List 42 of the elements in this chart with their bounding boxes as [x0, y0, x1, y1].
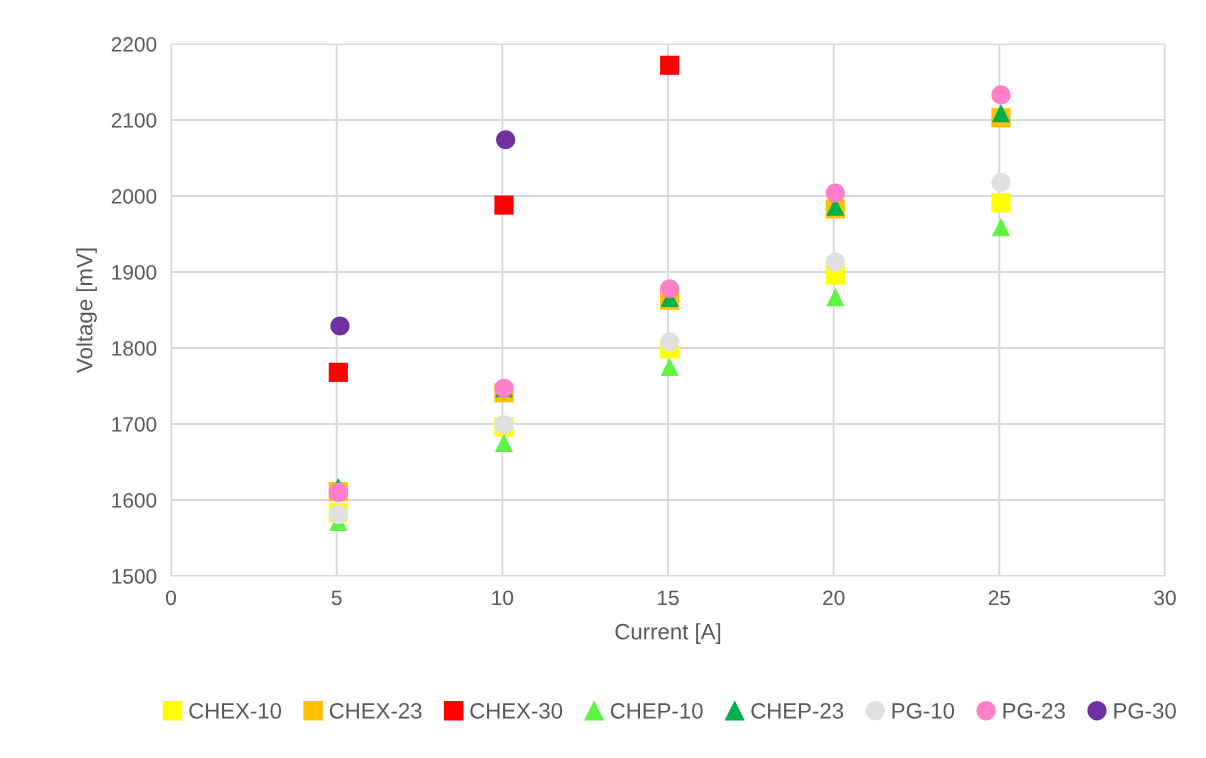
y-tick-label: 1500: [112, 569, 157, 584]
legend-label: CHEX-10: [189, 702, 282, 719]
point: [494, 433, 514, 453]
y-tick-label: 2200: [111, 37, 157, 52]
point: [825, 183, 845, 203]
point: [660, 55, 680, 75]
x-tick-label: 5: [331, 590, 342, 606]
legend-label: PG-10: [892, 702, 955, 719]
point: [826, 288, 845, 307]
x-tick-label: 15: [658, 590, 679, 606]
legend-label: CHEX-30: [470, 702, 563, 719]
y-tick-label: 1800: [112, 341, 157, 356]
point: [991, 218, 1011, 237]
point: [991, 193, 1011, 213]
x-tick-label: 25: [988, 590, 1011, 606]
x-axis-title: Current [A]: [615, 623, 721, 644]
point: [991, 172, 1011, 192]
x-tick-label: 20: [823, 590, 845, 606]
legend-label: CHEX-23: [329, 702, 422, 719]
x-tick-label: 10: [492, 590, 514, 606]
point: [494, 195, 514, 215]
point: [330, 316, 350, 336]
legend-label: CHEP-23: [751, 702, 844, 719]
point: [825, 252, 845, 272]
point: [660, 279, 680, 299]
point: [660, 357, 679, 377]
point: [991, 85, 1011, 105]
point: [496, 130, 516, 150]
legend-label: CHEP-10: [610, 702, 703, 719]
y-tick-label: 1700: [112, 417, 157, 432]
legend-label: PG-23: [1003, 702, 1065, 719]
x-tick-label: 30: [1154, 590, 1176, 606]
point: [328, 362, 348, 382]
point: [991, 104, 1011, 123]
point: [660, 332, 680, 352]
legend-label: PG-30: [1114, 702, 1176, 719]
y-tick-label: 1900: [112, 265, 157, 280]
y-tick-label: 2100: [111, 113, 157, 128]
y-axis-title: Voltage [mV]: [76, 248, 97, 373]
y-tick-label: 1600: [112, 493, 157, 508]
x-tick-label: 0: [166, 590, 176, 606]
y-tick-label: 2000: [111, 189, 157, 204]
